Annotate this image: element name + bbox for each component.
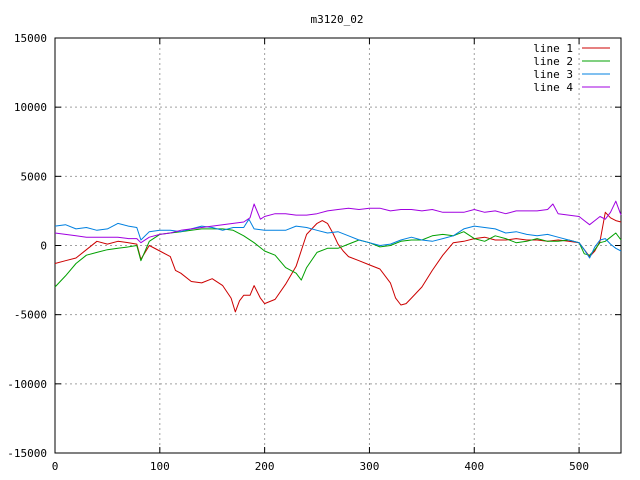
x-tick-label: 400 [464,460,484,473]
y-tick-label: -15000 [7,447,47,460]
series-line-2 [54,228,622,288]
x-tick-label: 0 [52,460,59,473]
legend-label: line 1 [533,42,573,55]
series-line-1 [54,211,622,313]
y-tick-label: 0 [40,240,47,253]
y-tick-label: 15000 [14,32,47,45]
series-layer [54,200,622,313]
x-tick-label: 300 [360,460,380,473]
chart-title: m3120_02 [311,13,364,26]
legend-label: line 2 [533,55,573,68]
y-tick-label: 10000 [14,101,47,114]
series-line-3 [54,218,622,259]
legend-label: line 3 [533,68,573,81]
y-tick-label: 5000 [21,170,48,183]
legend-label: line 4 [533,81,573,94]
series-line-4 [54,200,622,244]
y-tick-label: -5000 [14,309,47,322]
y-tick-label: -10000 [7,378,47,391]
grid-layer [55,38,621,453]
tick-layer: 0 100 200 300 400 500 -15000 -10000 -5000 0 5000 10… [7,32,621,473]
x-tick-label: 500 [569,460,589,473]
x-tick-label: 100 [150,460,170,473]
x-tick-label: 200 [255,460,275,473]
